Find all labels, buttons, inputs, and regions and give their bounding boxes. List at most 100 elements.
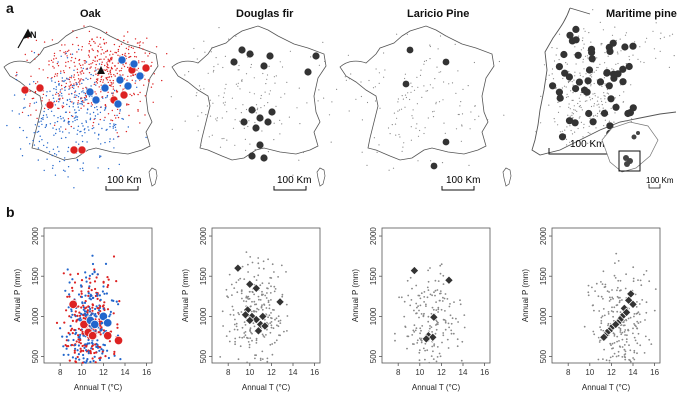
map-point (125, 130, 128, 133)
background-point (234, 343, 237, 346)
map-point (212, 102, 214, 104)
background-point (116, 326, 119, 329)
map-point (67, 166, 70, 168)
background-point (261, 282, 264, 285)
map-point (40, 117, 43, 120)
map-point (46, 146, 48, 149)
map-point (115, 117, 117, 119)
map-point (94, 42, 96, 44)
map-point (88, 51, 91, 53)
map-point (568, 80, 571, 83)
map-point (592, 93, 594, 95)
map-point (599, 63, 601, 65)
background-point (407, 335, 410, 338)
map-point (384, 69, 386, 71)
map-point (572, 84, 574, 86)
map-point (82, 90, 84, 92)
map-point (222, 66, 224, 69)
background-point (435, 324, 437, 326)
map-point (218, 27, 220, 29)
map-point (63, 157, 66, 159)
background-point (80, 279, 84, 282)
map-point (63, 51, 65, 54)
map-point (114, 126, 117, 128)
map-point (56, 146, 59, 148)
map-point (438, 101, 441, 103)
maritime-site (606, 47, 614, 56)
maritime-site (596, 78, 605, 86)
map-point (558, 59, 560, 61)
background-point (442, 332, 445, 334)
background-point (463, 314, 466, 316)
background-point (629, 360, 632, 363)
background-point (431, 331, 433, 333)
map-point (15, 79, 18, 81)
map-point (100, 78, 102, 81)
map-point (105, 97, 107, 99)
map-point (402, 146, 404, 148)
map-point (462, 88, 464, 90)
background-point (592, 330, 595, 333)
laricio-site (442, 58, 450, 66)
background-point (245, 251, 248, 254)
map-point (441, 162, 444, 164)
map-point (255, 104, 258, 106)
map-point (590, 41, 592, 43)
map-point (613, 69, 615, 71)
background-point (86, 358, 89, 361)
map-point (34, 124, 37, 126)
x-tick-label: 16 (310, 368, 319, 377)
map-point (640, 61, 642, 63)
map-point (583, 123, 585, 125)
background-point (73, 328, 76, 332)
map-point (112, 53, 114, 55)
map-point (88, 40, 91, 43)
map-point (567, 114, 569, 116)
background-point (611, 342, 614, 345)
map-point (69, 98, 71, 101)
map-point (614, 112, 616, 114)
map-point (110, 73, 112, 76)
map-point (597, 112, 599, 115)
background-point (78, 341, 81, 344)
x-tick-label: 16 (142, 368, 151, 377)
map-point (569, 141, 571, 143)
map-point (298, 87, 300, 89)
map-point (88, 30, 91, 33)
map-point (100, 53, 102, 55)
map-point (76, 133, 78, 135)
map-point (279, 133, 281, 135)
map-point (113, 74, 115, 76)
map-point (568, 106, 570, 108)
background-point (87, 292, 90, 295)
background-point (605, 359, 608, 362)
background-point (415, 327, 418, 330)
map-point (34, 91, 36, 94)
north-arrow-icon: N (17, 28, 37, 49)
map-point (457, 113, 459, 116)
map-point (97, 51, 99, 53)
map-point (104, 104, 107, 106)
background-point (440, 263, 443, 266)
oak-site-red (119, 90, 129, 100)
map-point (121, 53, 124, 56)
map-point (29, 103, 31, 105)
map-point (409, 98, 411, 101)
map-point (89, 67, 91, 69)
map-point (53, 115, 55, 117)
background-point (108, 340, 111, 343)
background-point (276, 324, 278, 327)
map-point (596, 66, 598, 69)
map-point (330, 141, 332, 143)
map-point (245, 149, 247, 151)
background-point (98, 294, 101, 297)
background-point (79, 312, 83, 315)
map-point (65, 52, 67, 54)
background-point (417, 305, 419, 307)
background-point (428, 361, 431, 364)
map-point (260, 94, 262, 97)
scale-label-maritime-pine: 100 Km (570, 139, 604, 150)
map-point (84, 99, 86, 101)
background-point (419, 304, 422, 307)
